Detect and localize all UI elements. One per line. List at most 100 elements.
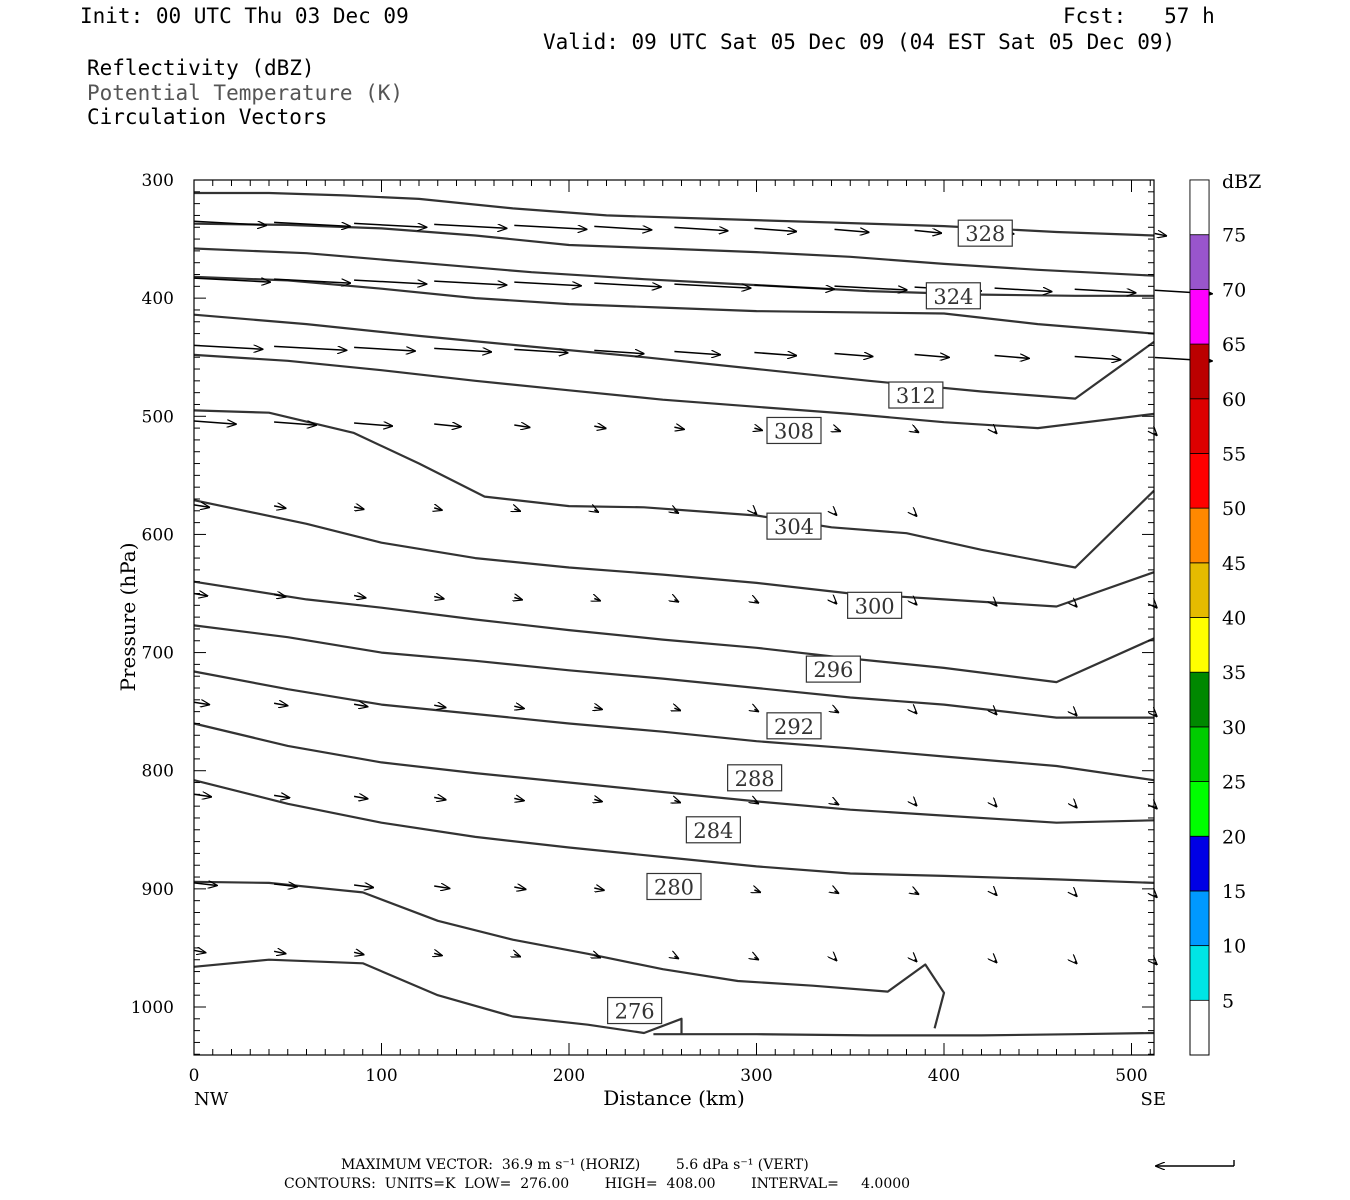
vector-arrow-r9-c8 xyxy=(835,958,837,960)
vector-arrow-r1-c1 xyxy=(274,278,350,283)
vector-arrow-r8-c4 xyxy=(514,887,525,889)
colorbar-swatch-35 xyxy=(1189,617,1210,673)
valid-time: Valid: 09 UTC Sat 05 Dec 09 (04 EST Sat … xyxy=(543,30,1176,54)
contour-label-box-308 xyxy=(766,416,822,445)
contour-label-box-324 xyxy=(925,282,981,310)
forecast-hour: Fcst: 57 h xyxy=(1063,4,1215,28)
vector-arrow-r2-c1 xyxy=(274,345,346,350)
contour-line-288 xyxy=(193,722,1155,824)
vector-arrow-r5-c2 xyxy=(353,596,365,598)
vector-arrow-r9-c0 xyxy=(193,950,205,952)
contour-line-unlabeled-4 xyxy=(193,313,1155,400)
vector-arrow-r7-c12 xyxy=(1155,807,1157,809)
vector-arrow-r9-c3 xyxy=(434,953,442,955)
colorbar-swatch-75 xyxy=(1189,179,1210,236)
footer-contour-info: CONTOURS: UNITS=K LOW= 276.00 HIGH= 408.… xyxy=(284,1176,911,1192)
vector-arrow-r7-c7 xyxy=(754,801,758,803)
vector-arrow-r0-c8 xyxy=(834,229,869,232)
colorbar-swatch-25 xyxy=(1189,726,1210,782)
vector-arrow-r9-c4 xyxy=(514,954,520,956)
contour-line-304 xyxy=(193,499,1155,608)
vector-arrow-r1-c8 xyxy=(834,285,907,290)
colorbar-swatch-20 xyxy=(1189,781,1210,837)
vector-arrow-r2-c5 xyxy=(594,350,643,353)
vector-arrow-r8-c2 xyxy=(354,885,373,888)
colorbar: 5 10 15 20 25 30 35 40 45 50 55 60 65 70 75 xyxy=(1189,179,1246,1056)
vector-arrow-r7-c2 xyxy=(353,796,367,798)
vector-arrow-r0-c3 xyxy=(434,223,506,228)
colorbar-level-35: 35 xyxy=(1222,662,1246,684)
vector-arrow-r8-c1 xyxy=(274,884,297,887)
contour-label-300: 300 xyxy=(855,594,895,618)
y-tick-label-400: 400 xyxy=(142,289,174,309)
vector-arrow-r8-c3 xyxy=(434,886,449,888)
vector-arrow-r4-c0 xyxy=(193,505,209,507)
colorbar-label: dBZ xyxy=(1222,171,1261,193)
colorbar-level-45: 45 xyxy=(1222,553,1246,575)
contour-line-280 xyxy=(193,880,946,1029)
vector-arrow-r2-c0 xyxy=(193,344,262,349)
vector-arrow-r8-c9 xyxy=(915,892,919,894)
vector-arrow-r6-c12 xyxy=(1155,714,1157,716)
vector-arrow-r5-c3 xyxy=(434,597,444,599)
y-tick-label-900: 900 xyxy=(142,880,174,900)
vector-arrow-r5-c12 xyxy=(1155,606,1157,608)
x-tick-label-200: 200 xyxy=(553,1066,585,1086)
colorbar-swatch-55 xyxy=(1189,398,1210,454)
vector-arrow-r3-c12 xyxy=(1155,433,1157,435)
vector-arrow-r1-c5 xyxy=(594,282,661,287)
vector-arrow-r1-c2 xyxy=(354,279,426,284)
vector-arrow-r6-c11 xyxy=(1075,713,1077,715)
y-tick-label-1000: 1000 xyxy=(131,998,174,1018)
vector-arrow-r9-c7 xyxy=(754,957,758,959)
vector-arrow-r3-c10 xyxy=(995,431,997,433)
contour-label-296: 296 xyxy=(813,658,853,682)
vector-arrow-r7-c10 xyxy=(995,804,997,806)
contour-label-box-304 xyxy=(766,512,822,540)
vector-arrow-r2-c11 xyxy=(1074,357,1121,360)
colorbar-swatch-70 xyxy=(1189,234,1210,290)
reference-vector-arrow xyxy=(1156,1160,1235,1166)
contour-label-box-280 xyxy=(646,872,702,901)
contour-label-box-288 xyxy=(727,764,783,792)
vector-arrow-r0-c0 xyxy=(193,220,266,225)
vector-arrow-r6-c4 xyxy=(514,706,524,708)
vector-arrow-r5-c5 xyxy=(594,599,600,601)
vector-arrow-r0-c2 xyxy=(354,222,426,227)
vector-arrow-r6-c6 xyxy=(674,708,680,710)
vector-arrow-r5-c11 xyxy=(1075,605,1077,607)
contour-label-328: 328 xyxy=(965,222,1005,246)
contour-label-280: 280 xyxy=(654,875,694,899)
colorbar-level-25: 25 xyxy=(1222,772,1246,794)
vector-arrow-r6-c8 xyxy=(835,710,839,712)
colorbar-level-10: 10 xyxy=(1222,936,1246,958)
colorbar-swatch-10 xyxy=(1189,890,1210,947)
vector-arrow-r7-c3 xyxy=(434,797,445,799)
vector-arrow-r0-c12 xyxy=(1154,234,1166,236)
contour-line-296 xyxy=(193,624,1154,719)
vector-arrow-r9-c10 xyxy=(995,960,997,962)
vector-arrow-r4-c3 xyxy=(434,508,442,510)
y-axis-label: Pressure (hPa) xyxy=(116,543,140,692)
plot-frame xyxy=(193,179,1155,1056)
vector-arrow-r3-c2 xyxy=(354,423,392,426)
contour-line-324 xyxy=(193,275,1155,335)
vector-arrow-r1-c11 xyxy=(1074,289,1136,293)
vector-arrow-r2-c8 xyxy=(834,354,873,357)
colorbar-level-30: 30 xyxy=(1222,717,1246,739)
vector-arrow-r1-c0 xyxy=(193,277,270,282)
vector-arrow-r2-c7 xyxy=(754,353,796,356)
contour-line-292 xyxy=(193,670,1155,782)
contour-label-308: 308 xyxy=(774,419,814,443)
x-axis-label: Distance (km) xyxy=(603,1086,745,1110)
colorbar-swatch-65 xyxy=(1189,288,1210,345)
vector-arrow-r2-c4 xyxy=(514,349,567,352)
contour-label-284: 284 xyxy=(693,819,733,843)
x-axis-left-end-label: NW xyxy=(194,1089,229,1110)
vector-arrow-r8-c11 xyxy=(1075,894,1077,896)
vector-arrow-r6-c9 xyxy=(915,711,917,713)
colorbar-level-15: 15 xyxy=(1222,881,1246,903)
vector-arrow-r0-c7 xyxy=(754,228,796,231)
field-reflectivity: Reflectivity (dBZ) xyxy=(87,56,315,80)
vector-arrow-r9-c12 xyxy=(1155,962,1157,964)
